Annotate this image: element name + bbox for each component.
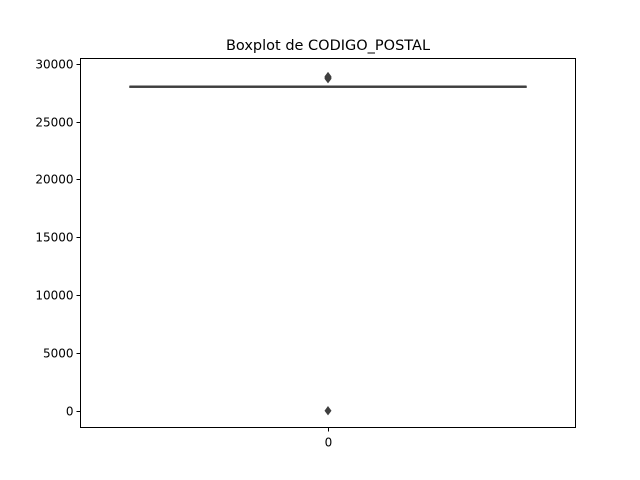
plot-area	[129, 71, 527, 416]
y-tick-label-5000: 5000	[43, 347, 74, 361]
y-tick-label-30000: 30000	[35, 58, 73, 72]
y-tick-label-25000: 25000	[35, 116, 73, 130]
chart-title: Boxplot de CODIGO_POSTAL	[226, 38, 430, 54]
y-tick-label-20000: 20000	[35, 173, 73, 187]
y-axis: 0 5000 10000 15000 20000 25000 30000	[35, 58, 81, 419]
axes-frame	[80, 58, 576, 428]
y-tick-label-0: 0	[66, 405, 74, 419]
outlier-point-4	[324, 71, 332, 82]
y-tick-label-10000: 10000	[35, 289, 73, 303]
y-tick-label-15000: 15000	[35, 231, 73, 245]
x-axis: 0	[325, 427, 333, 450]
outlier-point-0	[324, 406, 332, 416]
x-tick-label-0: 0	[325, 436, 333, 450]
